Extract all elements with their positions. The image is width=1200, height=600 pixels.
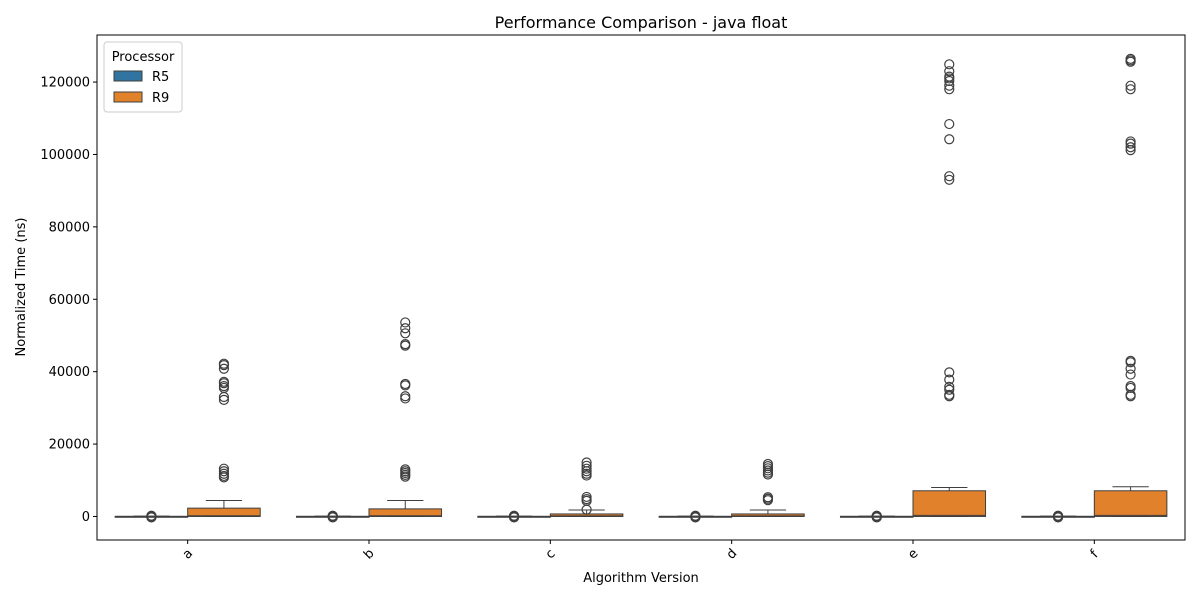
outlier-point	[762, 492, 774, 503]
box-group	[368, 317, 443, 517]
outlier-point	[1125, 136, 1136, 147]
outlier-point	[1125, 84, 1136, 95]
legend-label-r5: R5	[152, 70, 169, 85]
outlier-point	[1125, 142, 1136, 153]
box-iqr	[187, 507, 261, 517]
outlier-point	[944, 374, 955, 385]
outlier-point	[944, 75, 955, 87]
outlier-point	[1052, 510, 1064, 521]
y-tick-label: 120000	[40, 76, 90, 91]
box-group	[1021, 510, 1095, 523]
chart-title: Performance Comparison - java float	[495, 13, 788, 32]
outlier-point	[1125, 363, 1136, 374]
outlier-point	[218, 376, 230, 387]
outlier-point	[218, 466, 230, 477]
y-axis-label: Normalized Time (ns)	[14, 218, 29, 357]
outlier-point	[944, 174, 955, 185]
outlier-point	[146, 510, 157, 521]
outlier-point	[508, 510, 520, 521]
box-group	[477, 510, 551, 523]
box-iqr	[1093, 490, 1168, 517]
outlier-point	[944, 171, 955, 182]
box-iqr	[368, 508, 443, 517]
outlier-point	[218, 381, 230, 392]
outlier-point	[944, 118, 955, 130]
outlier-point	[944, 71, 955, 82]
box-group	[114, 510, 189, 523]
box-group	[187, 358, 261, 517]
outlier-point	[690, 510, 701, 521]
outlier-point	[581, 457, 592, 468]
box-group	[549, 457, 624, 517]
plot-area-frame	[96, 34, 1186, 541]
legend: Processor R5 R9	[103, 41, 183, 113]
outlier-point	[1125, 369, 1136, 380]
outlier-point	[944, 367, 955, 378]
outlier-point	[400, 378, 411, 390]
outlier-point	[944, 384, 955, 395]
outlier-point	[1125, 381, 1136, 392]
outlier-point	[218, 394, 230, 406]
y-tick-label: 40000	[49, 365, 90, 380]
outlier-point	[1125, 80, 1136, 91]
outlier-point	[400, 464, 411, 475]
box-iqr	[731, 513, 805, 517]
outlier-point	[327, 510, 338, 521]
outlier-point	[871, 510, 882, 521]
legend-label-r9: R9	[152, 91, 169, 106]
outlier-point	[218, 358, 230, 369]
outlier-point	[944, 66, 955, 77]
y-tick-label: 0	[82, 510, 90, 525]
outlier-point	[400, 317, 411, 328]
outlier-point	[944, 59, 955, 70]
y-tick-label: 100000	[40, 148, 90, 163]
box-group	[731, 458, 805, 517]
outlier-point	[944, 84, 955, 95]
outlier-point	[400, 339, 411, 350]
y-tick-label: 80000	[49, 220, 90, 235]
box-iqr	[912, 490, 987, 517]
outlier-point	[218, 463, 230, 474]
legend-swatch-r5	[113, 70, 143, 82]
outlier-point	[1125, 53, 1136, 64]
y-tick-label: 60000	[49, 293, 90, 308]
legend-swatch-r9	[113, 91, 143, 103]
outlier-point	[762, 458, 774, 470]
legend-title: Processor	[112, 50, 175, 65]
x-axis-label: Algorithm Version	[583, 571, 699, 586]
box-group	[912, 59, 987, 517]
box-group	[1093, 53, 1168, 517]
y-tick-label: 20000	[49, 438, 90, 453]
outlier-point	[400, 391, 411, 402]
boxes-layer	[114, 53, 1168, 523]
outlier-point	[581, 460, 592, 471]
outlier-point	[944, 389, 955, 400]
outlier-point	[1125, 355, 1136, 366]
y-axis: 0 20000 40000 60000 80000 100000 120000	[40, 76, 97, 525]
outlier-point	[581, 463, 592, 474]
outlier-point	[581, 491, 592, 503]
outlier-point	[218, 363, 230, 374]
outlier-point	[400, 323, 411, 334]
outlier-point	[218, 468, 230, 479]
outlier-point	[400, 328, 411, 339]
outlier-point	[944, 134, 955, 145]
outlier-point	[581, 468, 592, 479]
outlier-point	[944, 381, 955, 392]
